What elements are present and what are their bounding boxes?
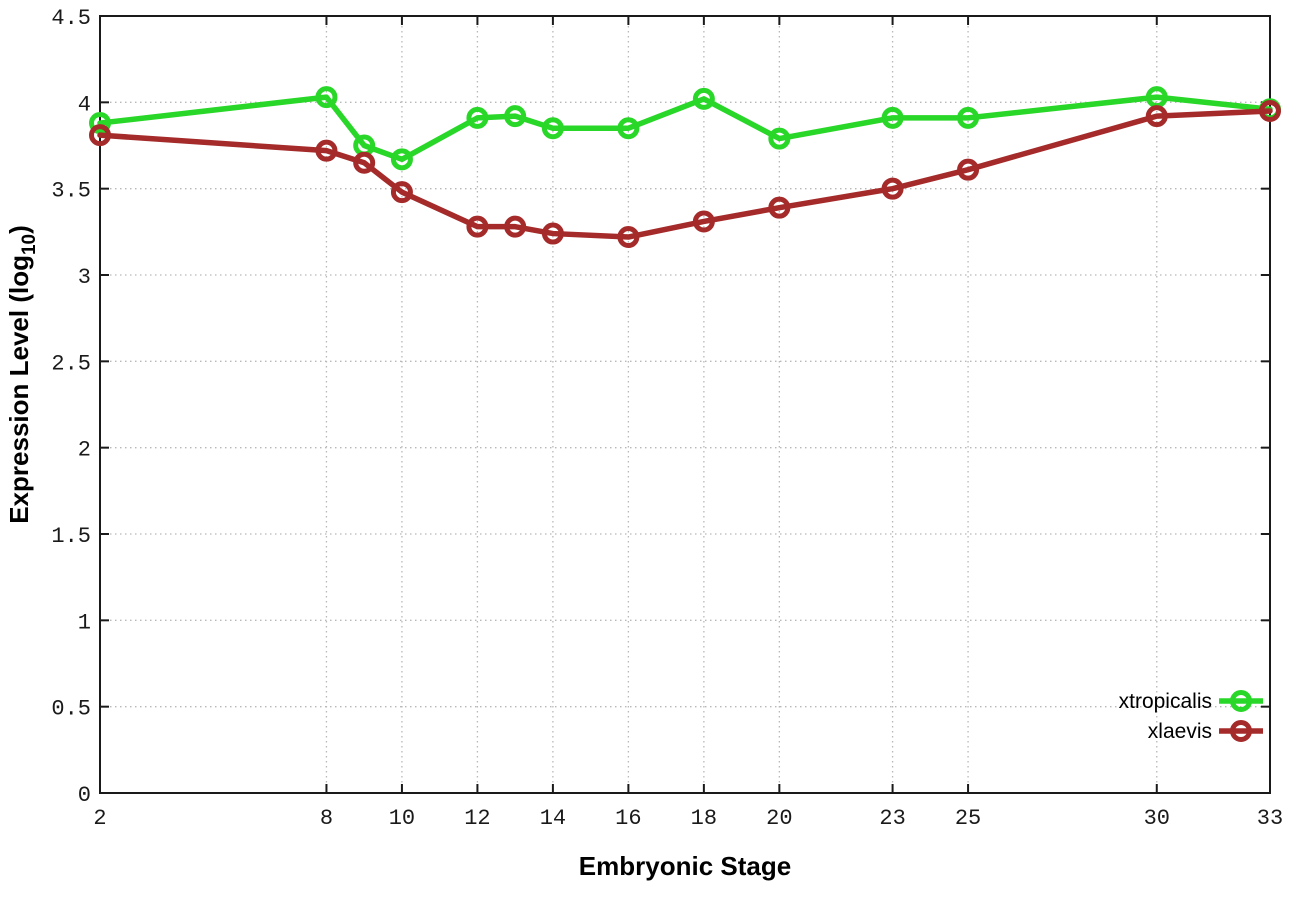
- x-tick-label: 10: [389, 806, 415, 831]
- series-marker-xtropicalis: [617, 117, 640, 140]
- series-marker-xlaevis: [89, 124, 111, 147]
- series-marker-xtropicalis: [89, 112, 111, 135]
- x-tick-label: 2: [93, 806, 106, 831]
- plot-border: [99, 15, 1271, 794]
- series-marker-xtropicalis: [768, 127, 791, 150]
- series-marker-xlaevis: [504, 215, 527, 238]
- series-marker-xlaevis: [1145, 105, 1168, 128]
- series-line-xtropicalis: [97, 94, 1273, 163]
- series-marker-xlaevis: [692, 210, 715, 233]
- series-marker-xlaevis: [881, 177, 904, 200]
- legend-sample-marker-xlaevis: [1230, 720, 1252, 742]
- x-tick-label: 23: [879, 806, 905, 831]
- y-tick-label: 0: [78, 783, 91, 808]
- series-marker-xlaevis: [315, 139, 338, 162]
- x-tick-label: 20: [766, 806, 792, 831]
- x-tick-label: 8: [320, 806, 333, 831]
- series-marker-xlaevis: [1259, 99, 1281, 122]
- x-tick-label: 25: [955, 806, 981, 831]
- series-marker-xlaevis: [390, 181, 413, 204]
- series-marker-xlaevis: [353, 151, 376, 174]
- series-marker-xtropicalis: [466, 106, 489, 129]
- series-marker-xlaevis: [466, 215, 489, 238]
- x-tick-label: 16: [615, 806, 641, 831]
- legend-label-xtropicalis: xtropicalis: [1119, 690, 1212, 713]
- y-tick-label: 4.5: [51, 6, 91, 31]
- series-marker-xlaevis: [617, 226, 640, 249]
- y-tick-label: 0.5: [51, 697, 91, 722]
- y-tick-label: 3.5: [51, 179, 91, 204]
- x-tick-label: 12: [464, 806, 490, 831]
- y-tick-label: 3: [78, 265, 91, 290]
- series-marker-xlaevis: [768, 196, 791, 219]
- legend-sample-marker-xtropicalis: [1230, 690, 1252, 712]
- legend-label-xlaevis: xlaevis: [1148, 720, 1212, 743]
- y-tick-label: 4: [78, 92, 91, 117]
- series-marker-xtropicalis: [541, 117, 564, 140]
- series-marker-xlaevis: [957, 158, 980, 181]
- series-marker-xtropicalis: [957, 106, 980, 129]
- x-tick-label: 18: [691, 806, 717, 831]
- series-marker-xtropicalis: [692, 87, 715, 110]
- series-marker-xtropicalis: [315, 86, 338, 109]
- y-tick-label: 1.5: [51, 524, 91, 549]
- x-axis-title: Embryonic Stage: [579, 851, 791, 881]
- series-marker-xtropicalis: [390, 148, 413, 171]
- y-tick-label: 2.5: [51, 351, 91, 376]
- y-axis-title: Expression Level (log10): [4, 225, 40, 524]
- y-tick-label: 1: [78, 610, 91, 635]
- series-marker-xlaevis: [541, 222, 564, 245]
- x-tick-label: 33: [1257, 806, 1283, 831]
- series-line-xlaevis: [97, 108, 1273, 240]
- x-tick-label: 14: [540, 806, 566, 831]
- series-marker-xtropicalis: [504, 105, 527, 128]
- series-marker-xtropicalis: [881, 106, 904, 129]
- y-tick-label: 2: [78, 438, 91, 463]
- x-tick-label: 30: [1144, 806, 1170, 831]
